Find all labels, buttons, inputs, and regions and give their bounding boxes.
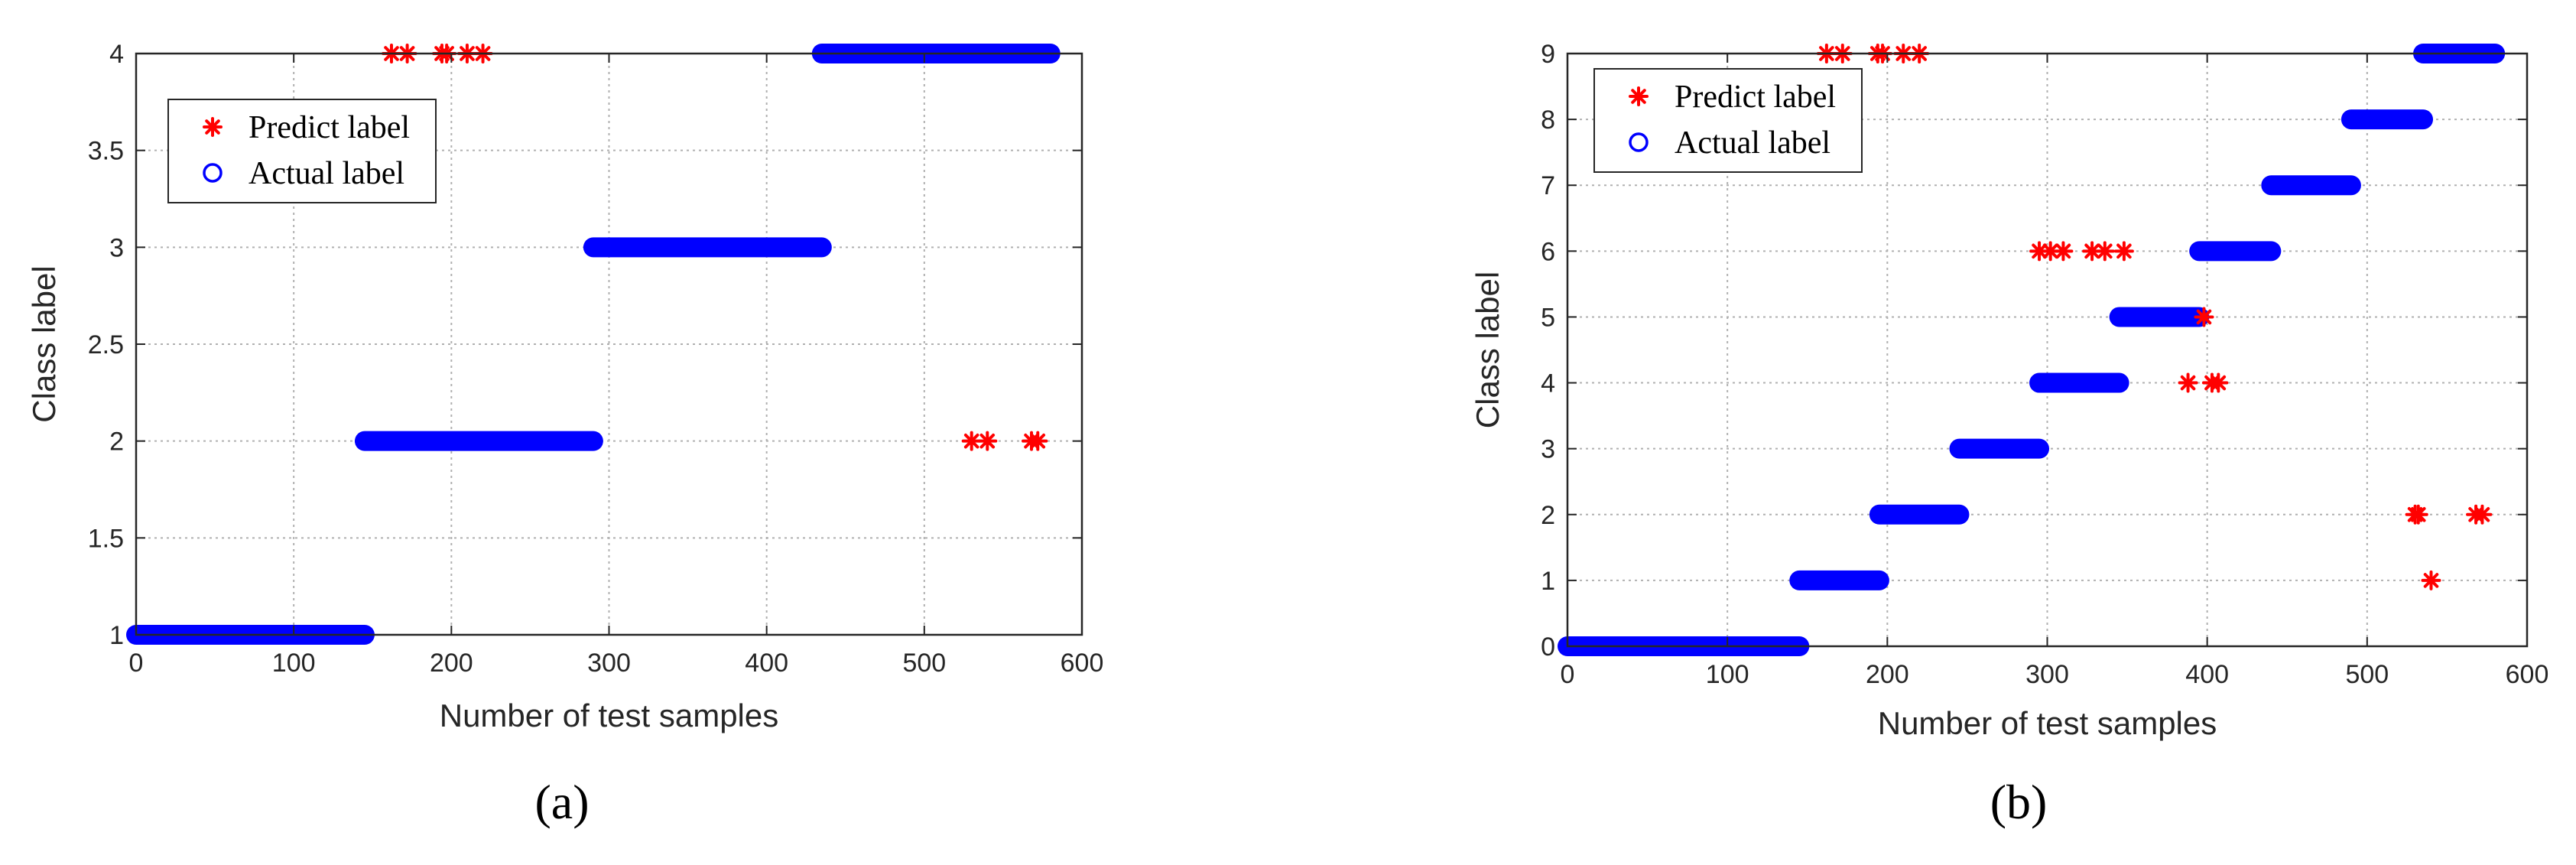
y-tick-label: 6 <box>1541 237 1555 266</box>
x-tick-label: 0 <box>129 649 144 678</box>
y-axis: 0 1 2 3 4 5 6 7 8 9 <box>1541 40 2527 662</box>
y-tick-label: 3 <box>1541 435 1555 464</box>
predict-label-point <box>2178 372 2198 393</box>
panel-label: (b) <box>1990 775 2048 829</box>
legend-actual-label: Actual label <box>1675 125 1830 161</box>
legend-actual-marker <box>203 163 223 183</box>
x-tick-label: 200 <box>430 649 473 678</box>
y-axis-label: Class label <box>1470 272 1506 428</box>
y-axis: 1 1.5 2 2.5 3 3.5 4 <box>88 40 1082 650</box>
y-tick-label: 0 <box>1541 632 1555 662</box>
predict-label-point <box>977 431 998 451</box>
y-tick-label: 7 <box>1541 171 1555 200</box>
x-tick-label: 500 <box>2345 660 2389 689</box>
legend: Predict label Actual label <box>167 99 437 203</box>
predict-label-point <box>2194 307 2214 327</box>
x-tick-label: 300 <box>587 649 631 678</box>
x-axis-label: Number of test samples <box>1878 705 2217 741</box>
y-axis-label: Class label <box>26 265 62 422</box>
x-axis: 0 100 200 300 400 500 600 <box>1561 54 2549 689</box>
legend: Predict label Actual label <box>1593 68 1863 173</box>
x-tick-label: 400 <box>745 649 788 678</box>
predict-label-point <box>2113 241 2134 262</box>
x-axis: 0 100 200 300 400 500 600 <box>129 54 1104 678</box>
legend-actual-label: Actual label <box>249 156 404 191</box>
legend-predict-marker <box>1629 86 1649 106</box>
x-tick-label: 600 <box>2506 660 2549 689</box>
legend-box <box>167 99 437 203</box>
x-tick-label: 300 <box>2025 660 2069 689</box>
predict-label-point <box>1028 431 1048 451</box>
y-tick-label: 9 <box>1541 40 1555 69</box>
predict-label-point <box>2094 241 2115 262</box>
y-tick-label: 2 <box>109 428 124 457</box>
predict-label-point <box>2421 570 2441 590</box>
y-tick-label: 4 <box>1541 369 1555 398</box>
chart-panel-b: 0 100 200 300 400 500 600 0 1 2 3 4 5 6 7 8 9 Number of t… <box>1470 40 2548 829</box>
predict-label-point <box>961 431 982 451</box>
legend-predict-label: Predict label <box>1675 80 1836 115</box>
y-tick-label: 4 <box>109 40 124 69</box>
y-tick-label: 1 <box>1541 567 1555 596</box>
y-tick-label: 3.5 <box>88 137 124 166</box>
x-tick-label: 200 <box>1866 660 1909 689</box>
predict-label-point <box>2408 504 2428 525</box>
legend-box <box>1593 68 1863 173</box>
x-tick-label: 100 <box>272 649 316 678</box>
x-tick-label: 0 <box>1561 660 1575 689</box>
legend-predict-label: Predict label <box>249 110 410 145</box>
y-tick-label: 1 <box>109 621 124 650</box>
predict-label-point <box>2053 241 2074 262</box>
x-axis-label: Number of test samples <box>440 698 779 733</box>
predict-label-point <box>2472 504 2493 525</box>
x-tick-label: 100 <box>1706 660 1749 689</box>
y-tick-label: 2.5 <box>88 330 124 359</box>
x-tick-label: 500 <box>902 649 946 678</box>
panel-label: (a) <box>534 775 589 829</box>
x-tick-label: 400 <box>2185 660 2229 689</box>
x-tick-label: 600 <box>1061 649 1104 678</box>
y-tick-label: 2 <box>1541 501 1555 530</box>
legend-predict-marker <box>203 117 223 137</box>
predict-label-point <box>2208 372 2229 393</box>
y-tick-label: 1.5 <box>88 524 124 553</box>
y-tick-label: 3 <box>109 233 124 262</box>
legend-actual-marker <box>1629 132 1649 152</box>
chart-panel-a: 0 100 200 300 400 500 600 1 1.5 2 2.5 3 3.5 4 Number o… <box>26 40 1103 829</box>
y-tick-label: 5 <box>1541 303 1555 332</box>
y-tick-label: 8 <box>1541 106 1555 135</box>
